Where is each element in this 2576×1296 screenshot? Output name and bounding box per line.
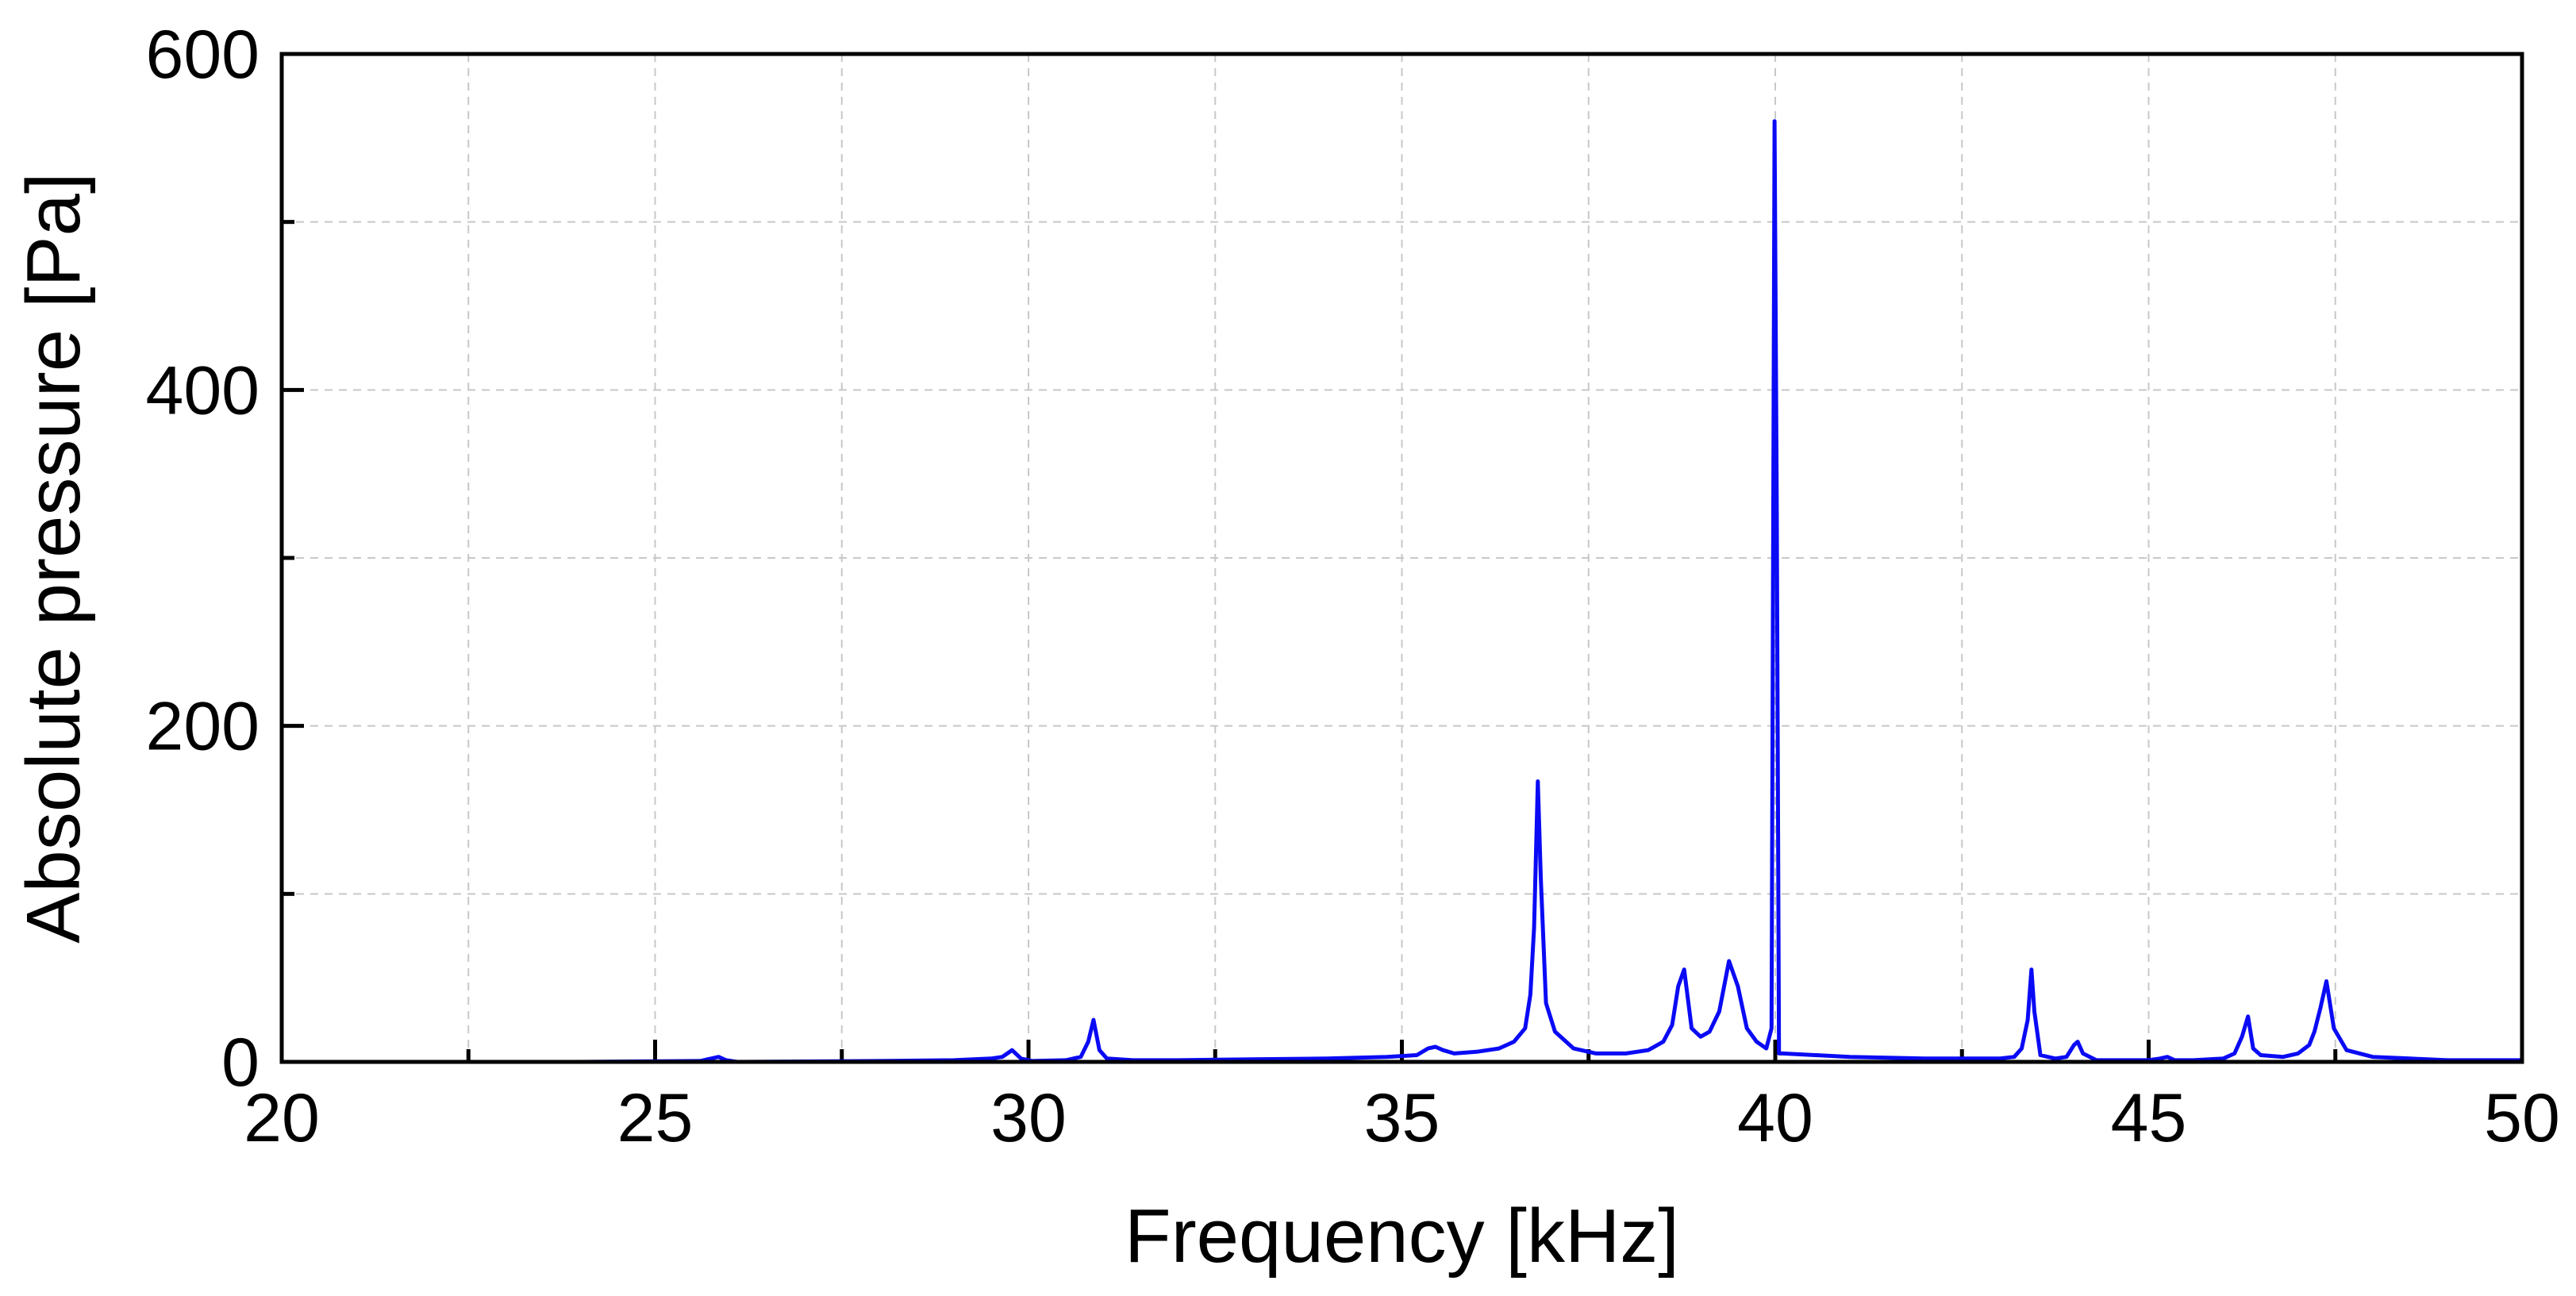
x-tick-label: 35 [1364,1080,1440,1156]
series-line [279,119,2524,1064]
x-tick-label: 20 [244,1080,320,1156]
x-tick-label: 25 [617,1080,694,1156]
y-tick-label: 600 [146,17,260,93]
x-tick-label: 40 [1737,1080,1813,1156]
plot-frame [279,52,2524,1064]
y-tick-label: 400 [146,352,260,429]
y-tick-label: 200 [146,689,260,765]
grid-lines [281,53,2523,1063]
x-tick-label: 45 [2111,1080,2187,1156]
x-tick-label: 50 [2484,1080,2560,1156]
series-layer [279,119,2524,1064]
y-tick-label: 0 [221,1025,260,1101]
tick-labels: 20 25 30 35 40 45 50 0 200 400 600 [146,17,2560,1156]
x-tick-label: 30 [990,1080,1067,1156]
y-axis-title: Absolute pressure [Pa] [11,172,96,943]
x-axis-title: Frequency [kHz] [1125,1194,1679,1279]
